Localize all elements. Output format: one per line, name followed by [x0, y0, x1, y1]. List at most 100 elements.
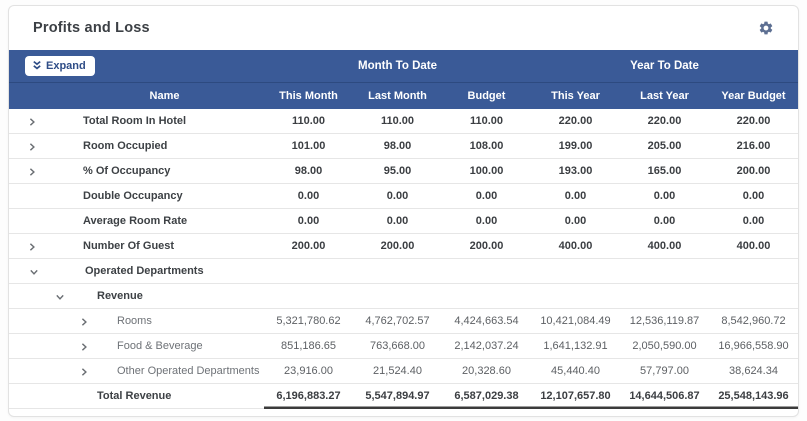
row-value-cell: 110.00	[353, 109, 442, 134]
row-value-cell: 0.00	[620, 209, 709, 234]
row-value-cell: 0.00	[531, 209, 620, 234]
double-chevron-down-icon	[32, 60, 42, 71]
chevron-right-icon[interactable]	[79, 317, 89, 327]
table-row: Rooms5,321,780.624,762,702.574,424,663.5…	[9, 309, 798, 334]
table-row: Other Operated Departments23,916.0021,52…	[9, 359, 798, 384]
row-value-cell: 0.00	[531, 184, 620, 209]
group-header-year-to-date: Year To Date	[531, 60, 798, 72]
chevron-right-icon[interactable]	[27, 142, 37, 152]
row-value-cell: 95.00	[353, 159, 442, 184]
row-value-cell: 763,668.00	[353, 334, 442, 359]
row-label: Room Occupied	[9, 134, 264, 159]
row-value-cell: 851,186.65	[264, 334, 353, 359]
row-value-cell: 0.00	[442, 209, 531, 234]
row-value-cell: 0.00	[709, 209, 798, 234]
row-name-cell: Average Room Rate	[9, 209, 264, 234]
row-label: Revenue	[9, 284, 264, 309]
row-value-cell: 8,542,960.72	[709, 309, 798, 334]
profits-and-loss-card: Profits and Loss Expand Month To Date Ye…	[8, 5, 799, 417]
row-value-cell: 4,762,702.57	[353, 309, 442, 334]
row-name-cell: Other Operated Departments	[9, 359, 264, 384]
row-name-cell: Operated Departments	[9, 259, 264, 284]
row-value-cell: 5,547,894.97	[353, 384, 442, 409]
column-header-this-year: This Year	[531, 90, 620, 102]
row-value-cell: 6,587,029.38	[442, 384, 531, 409]
row-value-cell: 200.00	[442, 234, 531, 259]
expand-button-label: Expand	[46, 60, 86, 72]
row-value-cell	[531, 259, 620, 284]
row-value-cell: 5,321,780.62	[264, 309, 353, 334]
row-value-cell: 57,797.00	[620, 359, 709, 384]
row-label: Number Of Guest	[9, 234, 264, 259]
row-value-cell: 216.00	[709, 134, 798, 159]
row-value-cell: 38,624.34	[709, 359, 798, 384]
row-value-cell: 205.00	[620, 134, 709, 159]
row-value-cell: 200.00	[353, 234, 442, 259]
row-value-cell: 23,916.00	[264, 359, 353, 384]
settings-button[interactable]	[756, 18, 776, 38]
row-name-cell: Revenue	[9, 284, 264, 309]
row-value-cell: 193.00	[531, 159, 620, 184]
row-value-cell: 6,196,883.27	[264, 384, 353, 409]
column-header-year-budget: Year Budget	[709, 90, 798, 102]
row-value-cell: 10,421,084.49	[531, 309, 620, 334]
row-value-cell: 101.00	[264, 134, 353, 159]
row-value-cell	[264, 259, 353, 284]
chevron-right-icon[interactable]	[79, 342, 89, 352]
row-label: Total Revenue	[9, 384, 264, 409]
column-header-name: Name	[9, 90, 264, 102]
chevron-down-icon[interactable]	[29, 267, 39, 277]
table-body: Total Room In Hotel110.00110.00110.00220…	[9, 109, 798, 409]
table-header-band: Expand Month To Date Year To Date Name T…	[9, 50, 798, 109]
row-name-cell: Room Occupied	[9, 134, 264, 159]
row-value-cell: 2,050,590.00	[620, 334, 709, 359]
row-value-cell	[709, 259, 798, 284]
row-value-cell	[709, 284, 798, 309]
row-value-cell: 220.00	[709, 109, 798, 134]
row-name-cell: Total Room In Hotel	[9, 109, 264, 134]
row-value-cell: 108.00	[442, 134, 531, 159]
chevron-right-icon[interactable]	[79, 367, 89, 377]
row-name-cell: % Of Occupancy	[9, 159, 264, 184]
row-value-cell: 98.00	[264, 159, 353, 184]
column-header-row: Name This Month Last Month Budget This Y…	[9, 82, 798, 109]
table-row: Operated Departments	[9, 259, 798, 284]
row-value-cell: 0.00	[264, 184, 353, 209]
table-row: % Of Occupancy98.0095.00100.00193.00165.…	[9, 159, 798, 184]
row-value-cell	[442, 259, 531, 284]
row-value-cell: 0.00	[709, 184, 798, 209]
column-header-last-year: Last Year	[620, 90, 709, 102]
table-row: Number Of Guest200.00200.00200.00400.004…	[9, 234, 798, 259]
row-value-cell: 45,440.40	[531, 359, 620, 384]
row-name-cell: Double Occupancy	[9, 184, 264, 209]
row-label: Average Room Rate	[9, 209, 264, 234]
table-row: Total Revenue6,196,883.275,547,894.976,5…	[9, 384, 798, 409]
row-value-cell: 100.00	[442, 159, 531, 184]
row-value-cell: 400.00	[531, 234, 620, 259]
expand-button[interactable]: Expand	[25, 56, 95, 76]
row-value-cell: 165.00	[620, 159, 709, 184]
table-row: Revenue	[9, 284, 798, 309]
chevron-right-icon[interactable]	[27, 117, 37, 127]
row-value-cell: 14,644,506.87	[620, 384, 709, 409]
row-name-cell: Food & Beverage	[9, 334, 264, 359]
row-label: Total Room In Hotel	[9, 109, 264, 134]
row-value-cell: 400.00	[709, 234, 798, 259]
row-label: Other Operated Departments	[9, 359, 264, 384]
row-label: % Of Occupancy	[9, 159, 264, 184]
chevron-right-icon[interactable]	[27, 167, 37, 177]
page-title: Profits and Loss	[33, 20, 150, 36]
table-row: Average Room Rate0.000.000.000.000.000.0…	[9, 209, 798, 234]
group-header-month-to-date: Month To Date	[264, 60, 531, 72]
table-row: Room Occupied101.0098.00108.00199.00205.…	[9, 134, 798, 159]
chevron-right-icon[interactable]	[27, 242, 37, 252]
row-value-cell	[620, 259, 709, 284]
card-header: Profits and Loss	[9, 6, 798, 50]
row-value-cell: 199.00	[531, 134, 620, 159]
row-value-cell: 200.00	[709, 159, 798, 184]
row-value-cell: 20,328.60	[442, 359, 531, 384]
row-value-cell: 0.00	[353, 209, 442, 234]
column-header-this-month: This Month	[264, 90, 353, 102]
chevron-down-icon[interactable]	[55, 292, 65, 302]
row-value-cell	[442, 284, 531, 309]
